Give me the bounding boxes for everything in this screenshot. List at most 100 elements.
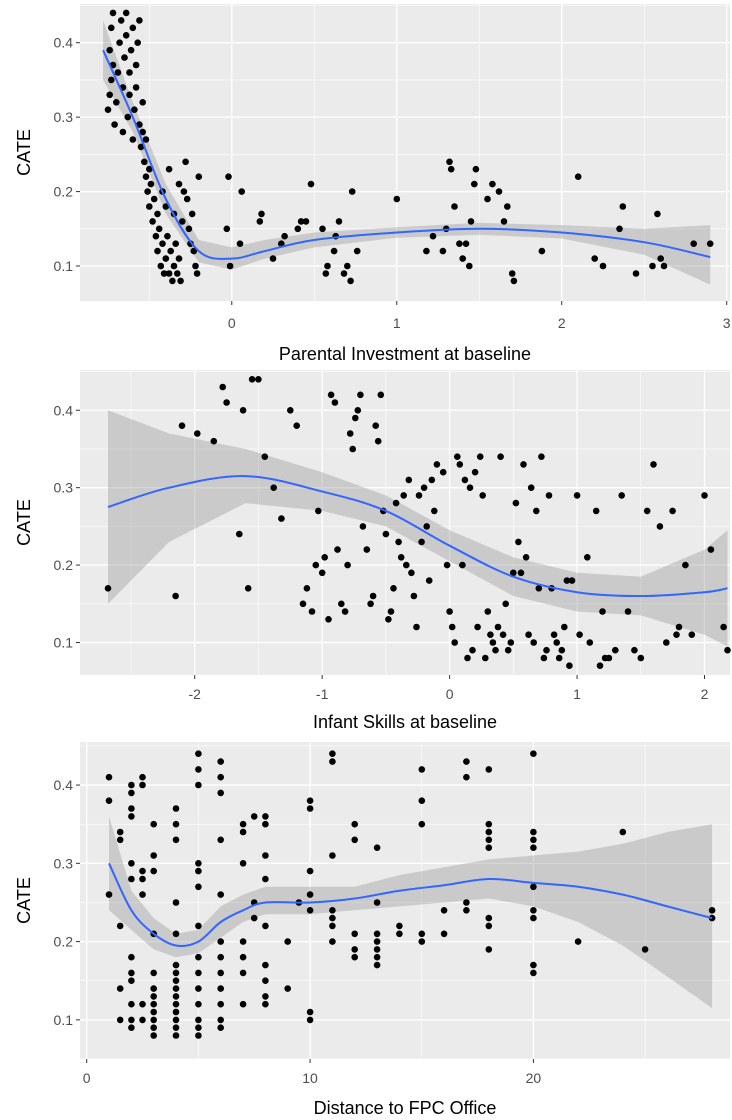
data-point — [663, 639, 670, 646]
data-point — [530, 961, 537, 969]
data-point — [312, 561, 320, 569]
data-point — [154, 247, 161, 255]
data-point — [456, 461, 464, 468]
data-point — [540, 654, 548, 662]
data-point — [555, 654, 563, 662]
data-point — [128, 805, 135, 812]
data-point — [393, 195, 401, 203]
data-point — [344, 561, 351, 569]
data-point — [219, 383, 226, 391]
data-point — [447, 165, 455, 173]
data-point — [329, 758, 336, 765]
data-point — [462, 240, 470, 247]
data-point — [708, 907, 716, 914]
data-point — [159, 240, 166, 247]
data-point — [172, 985, 180, 992]
data-point — [195, 922, 202, 930]
data-point — [165, 270, 173, 277]
data-point — [373, 961, 381, 969]
data-point — [340, 270, 348, 277]
data-point — [474, 623, 481, 631]
data-point — [150, 1008, 157, 1016]
data-point — [195, 1000, 202, 1008]
y-tick-label: 0.1 — [54, 258, 74, 274]
data-point — [116, 39, 123, 46]
data-point — [113, 99, 120, 106]
data-point — [185, 225, 193, 233]
data-point — [150, 969, 157, 977]
data-point — [154, 210, 161, 218]
x-tick-label: 1 — [573, 686, 581, 702]
data-point — [459, 561, 466, 569]
data-point — [418, 538, 425, 546]
data-point — [485, 836, 493, 844]
data-point — [373, 946, 381, 953]
data-point — [446, 158, 453, 166]
data-point — [489, 639, 497, 646]
data-point — [217, 1016, 224, 1024]
data-point — [262, 813, 269, 820]
data-point — [649, 262, 656, 270]
data-point — [485, 844, 493, 851]
data-point — [351, 930, 359, 938]
data-point — [329, 922, 336, 930]
data-point — [188, 210, 196, 218]
data-point — [359, 523, 367, 530]
data-point — [500, 218, 508, 225]
data-point — [538, 247, 546, 255]
data-point — [463, 899, 470, 906]
data-point — [182, 158, 189, 166]
data-point — [142, 136, 150, 143]
data-point — [451, 639, 459, 646]
data-point — [302, 218, 310, 225]
data-point — [223, 225, 231, 233]
x-tick-label: 2 — [558, 315, 566, 331]
data-point — [482, 654, 489, 662]
data-point — [108, 76, 115, 84]
data-point — [121, 54, 128, 61]
data-point — [553, 639, 560, 646]
data-point — [141, 158, 148, 166]
data-point — [128, 977, 135, 984]
data-point — [440, 930, 448, 938]
data-point — [351, 946, 359, 953]
data-point — [262, 961, 269, 969]
data-point — [195, 953, 202, 961]
data-point — [162, 203, 170, 210]
data-point — [169, 277, 176, 285]
data-point — [335, 218, 343, 225]
data-point — [395, 538, 402, 546]
data-point — [195, 867, 202, 875]
data-point — [306, 1008, 314, 1016]
data-point — [329, 907, 336, 914]
smooth-line — [107, 475, 728, 598]
data-point — [178, 422, 186, 429]
data-point — [439, 247, 447, 255]
data-point — [619, 828, 627, 836]
data-point — [433, 461, 441, 468]
data-point — [262, 820, 269, 828]
data-point — [396, 930, 403, 938]
data-point — [533, 507, 540, 515]
data-point — [124, 113, 132, 121]
smooth-line — [108, 862, 713, 947]
data-point — [387, 608, 395, 615]
data-point — [155, 225, 163, 233]
data-point — [373, 899, 381, 906]
data-point — [195, 1016, 202, 1024]
data-point — [508, 270, 516, 277]
data-point — [262, 875, 269, 883]
data-point — [612, 646, 619, 654]
data-point — [172, 1024, 180, 1031]
data-point — [150, 195, 158, 203]
x-tick-label: 2 — [701, 686, 709, 702]
data-point — [319, 225, 326, 233]
data-point — [157, 262, 165, 270]
data-point — [530, 914, 537, 922]
data-point — [117, 17, 125, 24]
data-point — [487, 631, 494, 638]
data-point — [373, 844, 381, 851]
data-point — [347, 277, 354, 285]
data-point — [160, 270, 168, 277]
data-point — [605, 654, 613, 662]
